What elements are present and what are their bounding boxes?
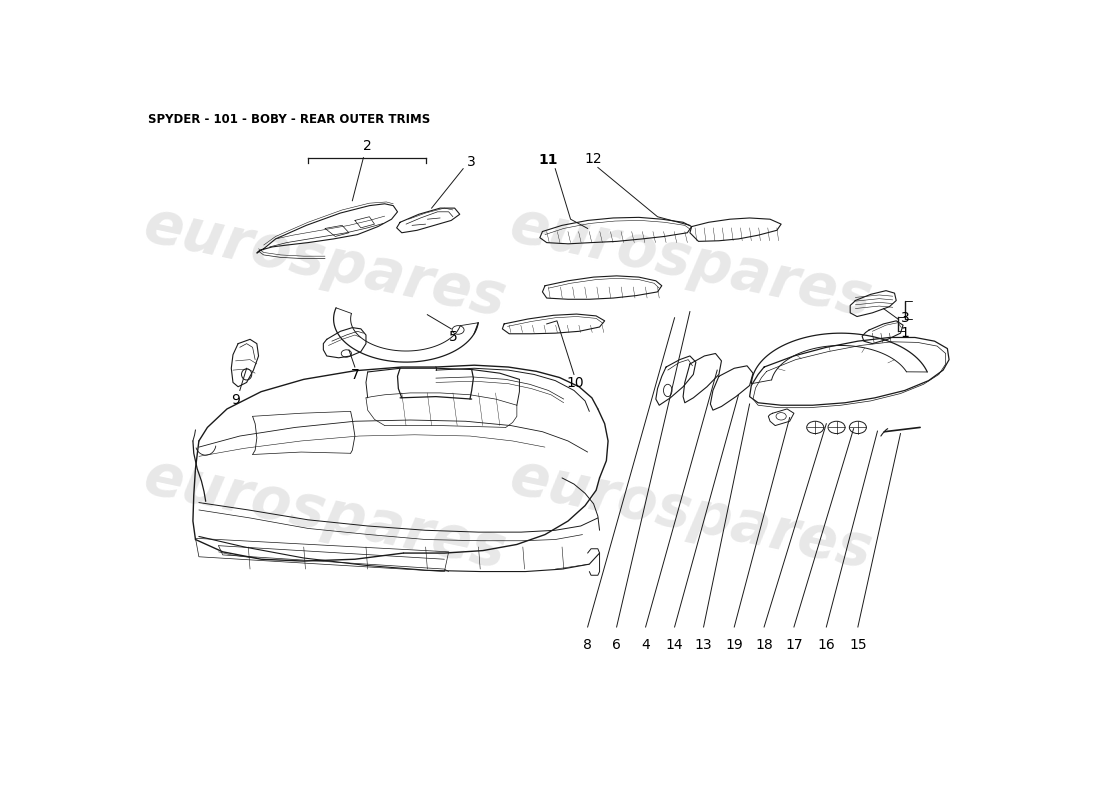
Text: 8: 8 bbox=[583, 638, 592, 652]
Text: 7: 7 bbox=[351, 368, 360, 382]
Text: 19: 19 bbox=[725, 638, 744, 652]
Text: 15: 15 bbox=[849, 638, 867, 652]
Text: 4: 4 bbox=[641, 638, 650, 652]
Text: 3: 3 bbox=[466, 154, 475, 169]
Text: 12: 12 bbox=[585, 152, 603, 166]
Text: 1: 1 bbox=[901, 326, 910, 339]
Text: eurospares: eurospares bbox=[139, 196, 512, 329]
Text: 5: 5 bbox=[449, 330, 458, 344]
Text: 17: 17 bbox=[785, 638, 803, 652]
Text: eurospares: eurospares bbox=[505, 196, 878, 329]
Text: 11: 11 bbox=[539, 153, 558, 167]
Text: SPYDER - 101 - BOBY - REAR OUTER TRIMS: SPYDER - 101 - BOBY - REAR OUTER TRIMS bbox=[147, 114, 430, 126]
Text: 6: 6 bbox=[613, 638, 621, 652]
Text: 16: 16 bbox=[817, 638, 835, 652]
Text: eurospares: eurospares bbox=[505, 449, 878, 581]
Text: 3: 3 bbox=[901, 310, 910, 325]
Text: 10: 10 bbox=[566, 376, 584, 390]
Text: 2: 2 bbox=[363, 138, 372, 153]
Text: eurospares: eurospares bbox=[139, 449, 512, 581]
Text: 14: 14 bbox=[666, 638, 683, 652]
Text: 18: 18 bbox=[756, 638, 773, 652]
Text: 13: 13 bbox=[695, 638, 713, 652]
Text: 9: 9 bbox=[231, 393, 240, 407]
